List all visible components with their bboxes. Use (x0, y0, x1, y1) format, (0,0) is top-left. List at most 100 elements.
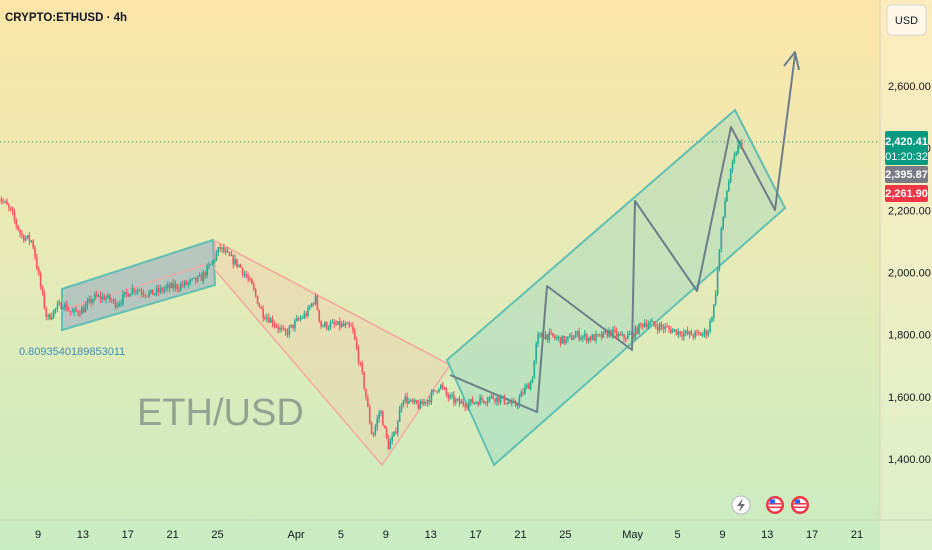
us-flag-icon-canton[interactable] (770, 499, 775, 504)
candle-body (453, 395, 455, 403)
candle-body (73, 308, 76, 312)
candle-body (228, 252, 231, 256)
candle-body (398, 409, 401, 422)
rising-channel (445, 108, 787, 467)
x-tick-label: 5 (338, 529, 344, 541)
candle-body (531, 378, 534, 383)
candle-body (587, 337, 590, 342)
candle-body (400, 405, 403, 410)
currency-button-label[interactable]: USD (895, 15, 918, 27)
candle-body (148, 292, 150, 297)
candle-body (716, 269, 719, 295)
candle-body (479, 397, 481, 406)
candle-body (591, 334, 594, 341)
candle-body (333, 322, 336, 325)
y-tick-label: 2,000.00 (888, 268, 931, 280)
candle-body (720, 228, 723, 250)
currency-button-frame[interactable] (886, 4, 927, 36)
candle-body (30, 240, 33, 242)
candle-body (340, 323, 343, 328)
us-flag-icon-stripe[interactable] (794, 506, 806, 509)
candle-body (699, 333, 702, 336)
us-flag-icon[interactable] (791, 496, 809, 514)
candle-body (159, 287, 162, 292)
candle-body (374, 426, 377, 435)
candle-body (703, 330, 706, 334)
candle-body (290, 324, 292, 327)
candle-body (574, 334, 577, 339)
candle-body (221, 247, 223, 249)
candle-body (557, 337, 560, 339)
time-axis[interactable]: 9 13 17 21 25 Apr 5 9 13 17 21 25 May 5 9 13 17 21 (35, 529, 863, 541)
lightning-icon[interactable] (731, 495, 751, 515)
candle-body (666, 326, 668, 328)
candle-body (724, 201, 726, 217)
us-flag-icon-canton[interactable] (795, 499, 800, 504)
candle-body (39, 273, 42, 287)
candle-body (54, 308, 57, 310)
candle-body (471, 399, 474, 404)
candle-body (389, 441, 392, 449)
candle-body (439, 384, 442, 389)
y-tick-label: 2,200.00 (888, 205, 931, 217)
candle-body (110, 300, 113, 302)
candle-body (36, 257, 38, 269)
candle-body (559, 337, 562, 344)
candle-body (370, 422, 373, 435)
candle-body (520, 392, 523, 398)
candle-body (202, 272, 205, 282)
lightning-icon-bolt[interactable] (737, 498, 745, 512)
candle-body (232, 255, 235, 265)
bar-countdown: 01:20:32 (885, 151, 928, 163)
candle-body (277, 326, 279, 330)
candle-body (64, 303, 66, 309)
candle-body (402, 401, 405, 406)
us-flag-icon-stripe[interactable] (769, 506, 781, 509)
candle-body (187, 282, 190, 285)
candle-body (296, 318, 298, 321)
candle-body (363, 372, 365, 389)
candle-body (77, 311, 79, 314)
candle-body (694, 331, 696, 338)
candle-body (32, 240, 34, 248)
last-price-badge: 2,420.41 01:20:32 (885, 131, 928, 165)
us-flag-icon-stripe[interactable] (769, 503, 781, 505)
x-tick-label: 9 (35, 529, 41, 541)
candle-body (297, 318, 300, 320)
candle-body (570, 335, 573, 340)
candle-body (655, 324, 657, 327)
candle-body (690, 331, 693, 336)
candle-body (526, 384, 528, 388)
candle-body (673, 329, 676, 331)
candle-body (357, 348, 360, 363)
candle-body (41, 286, 44, 293)
us-flag-icon-stripe[interactable] (794, 503, 806, 505)
candle-body (415, 400, 418, 404)
candle-body (396, 421, 399, 433)
candle-body (428, 399, 431, 402)
us-flag-icon[interactable] (766, 496, 784, 514)
symbol-label[interactable]: CRYPTO:ETHUSD · 4h (5, 12, 127, 24)
candle-body (34, 247, 36, 258)
candle-body (273, 324, 276, 326)
candle-body (649, 322, 652, 325)
candle-body (316, 295, 319, 310)
candle-body (26, 235, 29, 238)
candle-body (101, 296, 104, 300)
candle-body (342, 323, 345, 326)
candle-body (215, 253, 218, 261)
candle-body (466, 407, 468, 409)
candle-body (507, 402, 509, 404)
candle-body (395, 431, 397, 433)
candle-body (172, 283, 175, 289)
candle-body (565, 338, 567, 344)
candle-body (569, 335, 571, 337)
candle-body (140, 291, 143, 294)
candle-body (475, 402, 478, 404)
candle-body (645, 323, 648, 327)
currency-button[interactable]: USD (886, 4, 927, 36)
candle-body (208, 264, 210, 266)
candle-body (224, 250, 227, 252)
candle-body (713, 304, 715, 318)
